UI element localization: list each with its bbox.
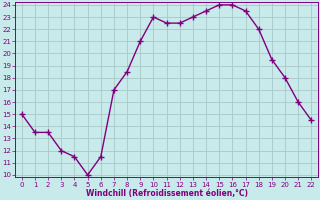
X-axis label: Windchill (Refroidissement éolien,°C): Windchill (Refroidissement éolien,°C) (85, 189, 248, 198)
